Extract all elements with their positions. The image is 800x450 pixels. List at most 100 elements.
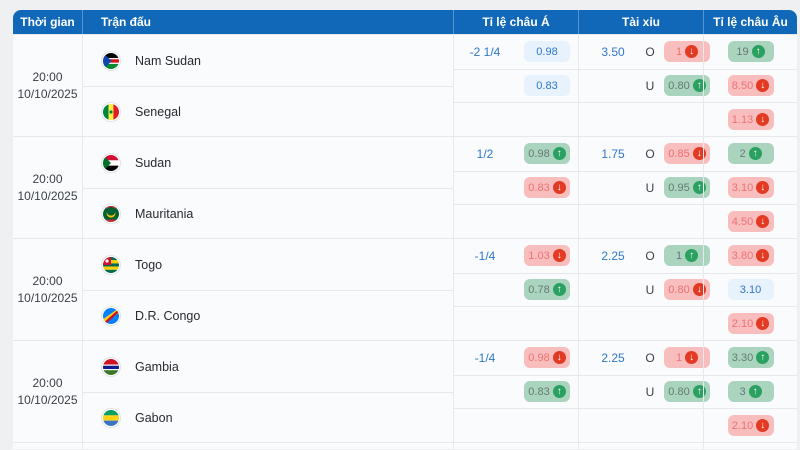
under-label: U	[645, 384, 655, 399]
away-team[interactable]: Gabon	[83, 392, 453, 443]
home-team[interactable]: Sudan	[83, 137, 453, 188]
match-time: 20:00 10/10/2025	[13, 137, 82, 238]
odds-badge[interactable]: 0.78 ↑	[524, 279, 570, 301]
euro-home-odds: 3.30 ↑	[704, 341, 797, 375]
match-time: 20:00 10/10/2025	[13, 341, 82, 442]
odds-badge[interactable]: 0.80 ↓	[664, 279, 710, 301]
odds-value: 3.30	[731, 351, 754, 364]
trend-down-icon: ↓	[685, 45, 699, 59]
match-time: 20:00 10/10/2025	[13, 239, 82, 340]
handicap-value: 1/2	[476, 146, 494, 161]
asian-odds-cell: 1/2 0.98 ↑ 0.83 ↓	[453, 137, 578, 238]
trend-up-icon: ↑	[692, 385, 706, 399]
odds-badge[interactable]: 0.85 ↓	[664, 143, 710, 165]
match-teams: Togo D.R. Congo	[82, 239, 453, 340]
flag-south-sudan-icon	[101, 50, 121, 71]
home-team[interactable]: Gambia	[83, 341, 453, 392]
odds-badge[interactable]: 2.10 ↓	[727, 415, 774, 437]
away-team[interactable]: Mauritania	[83, 188, 453, 239]
odds-value: 3.10	[731, 181, 754, 194]
team-name: Gambia	[135, 359, 179, 374]
under-label: U	[645, 282, 655, 297]
odds-value: 8.50	[731, 79, 754, 92]
odds-value: 2	[739, 147, 746, 160]
european-odds-cell: 2 ↑ 3.10 ↓ 4.50 ↓	[703, 137, 797, 238]
odds-value: 0.83	[528, 181, 550, 194]
match-row: 20:00 10/10/2025 Nam Sudan Senegal -2 1/4 0.9…	[13, 34, 797, 136]
over-under-cell: 2.25 O 1 ↑ U 0.80 ↓	[578, 239, 710, 340]
euro-away-odds: 4.50 ↓	[704, 204, 797, 238]
odds-badge[interactable]: 3 ↑	[727, 381, 774, 403]
asian-row-away: 0.83	[454, 68, 578, 103]
euro-away-odds: 1.13 ↓	[704, 102, 797, 136]
odds-badge[interactable]: 3.10	[727, 279, 774, 301]
odds-value: 0.98	[536, 45, 558, 58]
asian-row-home: 1/2 0.98 ↑	[454, 137, 578, 171]
over-row: 2.25 O 1 ↓	[579, 341, 710, 375]
away-team[interactable]: Senegal	[83, 86, 453, 137]
trend-up-icon: ↑	[552, 385, 566, 399]
euro-away-odds: 2.10 ↓	[704, 306, 797, 340]
odds-badge[interactable]: 0.98 ↓	[524, 347, 570, 369]
odds-value: 0.85	[668, 147, 690, 160]
odds-value: 0.83	[528, 385, 550, 398]
odds-badge[interactable]: 0.83 ↑	[524, 381, 570, 403]
date-value: 10/10/2025	[17, 188, 78, 203]
odds-badge[interactable]: 2 ↑	[727, 143, 774, 165]
odds-badge[interactable]: 1 ↓	[664, 347, 710, 369]
odds-badge[interactable]: 0.95 ↑	[664, 177, 710, 199]
over-row: 1.75 O 0.85 ↓	[579, 137, 710, 171]
odds-value: 4.50	[731, 215, 754, 228]
over-row: 2.25 O 1 ↑	[579, 239, 710, 273]
away-team[interactable]: D.R. Congo	[83, 290, 453, 341]
euro-home-odds: 19 ↑	[704, 35, 797, 69]
odds-value: 1	[675, 249, 683, 262]
odds-badge[interactable]: 0.80 ↑	[664, 75, 710, 97]
home-team[interactable]: Togo	[83, 239, 453, 290]
ou-row-empty	[579, 306, 703, 340]
odds-badge[interactable]: 4.50 ↓	[727, 211, 774, 233]
euro-home-odds: 3.80 ↓	[704, 239, 797, 273]
odds-badge[interactable]: 0.98	[524, 41, 570, 63]
odds-badge[interactable]: 3.30 ↑	[727, 347, 774, 369]
odds-badge[interactable]: 0.83 ↓	[524, 177, 570, 199]
odds-badge[interactable]: 3.10 ↓	[727, 177, 774, 199]
flag-sudan-icon	[101, 152, 121, 173]
over-under-cell: 3.50 O 1 ↓ U 0.80 ↑	[578, 35, 710, 136]
odds-value: 0.95	[668, 181, 690, 194]
time-value: 20:00	[32, 273, 63, 288]
odds-badge[interactable]: 1 ↓	[664, 41, 710, 63]
odds-table: Thời gian Trận đấu Tỉ lệ châu Á Tài xỉu …	[13, 10, 797, 449]
odds-value: 2.10	[731, 419, 754, 432]
asian-row-away: 0.83 ↓	[454, 170, 578, 205]
header-over-under: Tài xỉu	[578, 10, 703, 34]
over-label: O	[645, 248, 655, 263]
odds-value: 3.10	[739, 283, 762, 296]
odds-badge[interactable]: 0.98 ↑	[524, 143, 570, 165]
euro-draw-odds: 8.50 ↓	[704, 68, 797, 103]
flag-mauritania-icon	[101, 204, 121, 224]
trend-up-icon: ↑	[552, 147, 566, 161]
odds-badge[interactable]: 8.50 ↓	[727, 75, 774, 97]
home-team[interactable]: Nam Sudan	[83, 35, 453, 86]
odds-value: 0.83	[536, 79, 558, 92]
trend-down-icon: ↓	[692, 147, 706, 161]
trend-down-icon: ↓	[552, 351, 566, 365]
over-under-cell: 1.75 O 0.85 ↓ U 0.95 ↑	[578, 137, 710, 238]
odds-badge[interactable]: 2.10 ↓	[727, 313, 774, 335]
asian-row-home: -1/4 0.98 ↓	[454, 341, 578, 375]
date-value: 10/10/2025	[17, 86, 78, 101]
odds-value: 1	[675, 351, 683, 364]
handicap-value: -2 1/4	[469, 44, 501, 59]
trend-down-icon: ↓	[756, 79, 770, 93]
header-time: Thời gian	[20, 15, 75, 29]
odds-badge[interactable]: 1.13 ↓	[727, 109, 774, 131]
odds-value: 19	[736, 45, 749, 58]
odds-badge[interactable]: 0.83	[524, 75, 570, 97]
odds-badge[interactable]: 19 ↑	[727, 41, 774, 63]
odds-badge[interactable]: 0.80 ↑	[664, 381, 710, 403]
odds-badge[interactable]: 3.80 ↓	[727, 245, 774, 267]
odds-badge[interactable]: 1.03 ↓	[524, 245, 570, 267]
odds-badge[interactable]: 1 ↑	[664, 245, 710, 267]
euro-draw-odds: 3 ↑	[704, 374, 797, 409]
